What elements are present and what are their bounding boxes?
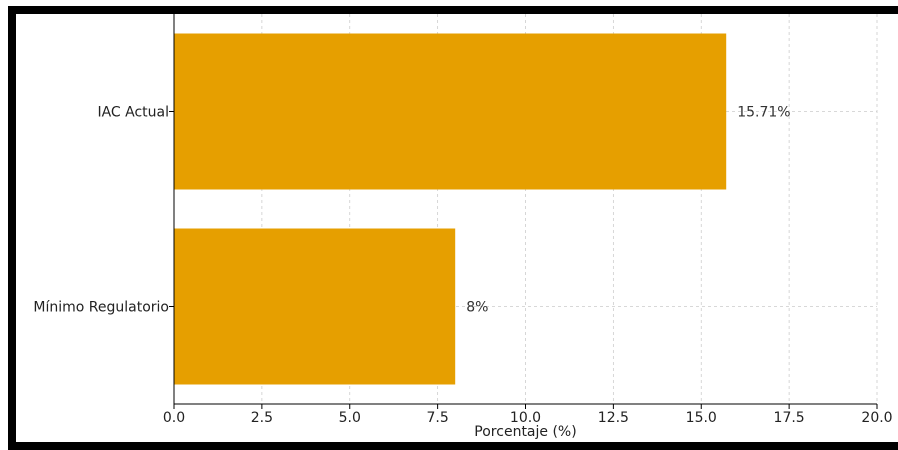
frame-border-bottom [8,442,898,450]
x-tick-label: 2.5 [251,410,273,426]
axes [169,14,878,409]
bars [174,33,727,385]
x-tick-label: 15.0 [686,410,717,426]
x-axis-title: Porcentaje (%) [474,424,576,440]
x-tick-label: 17.5 [774,410,805,426]
x-tick-label: 20.0 [861,410,892,426]
x-tick-label: 12.5 [598,410,629,426]
x-tick-label: 0.0 [163,410,185,426]
frame-border-left [8,8,16,450]
x-tick-label: 5.0 [339,410,361,426]
bar [174,33,727,190]
data-label: 8% [466,300,488,316]
x-tick-label: 7.5 [426,410,448,426]
category-label: Mínimo Regulatorio [33,300,169,316]
frame-border-top [8,6,898,14]
data-label: 15.71% [737,105,790,121]
x-tick-label: 10.0 [510,410,541,426]
category-label: IAC Actual [97,105,169,121]
bar [174,228,456,385]
labels: 0.0 2.5 5.0 7.5 10.0 12.5 15.0 17.5 20.0 IAC Actu… [33,105,892,427]
